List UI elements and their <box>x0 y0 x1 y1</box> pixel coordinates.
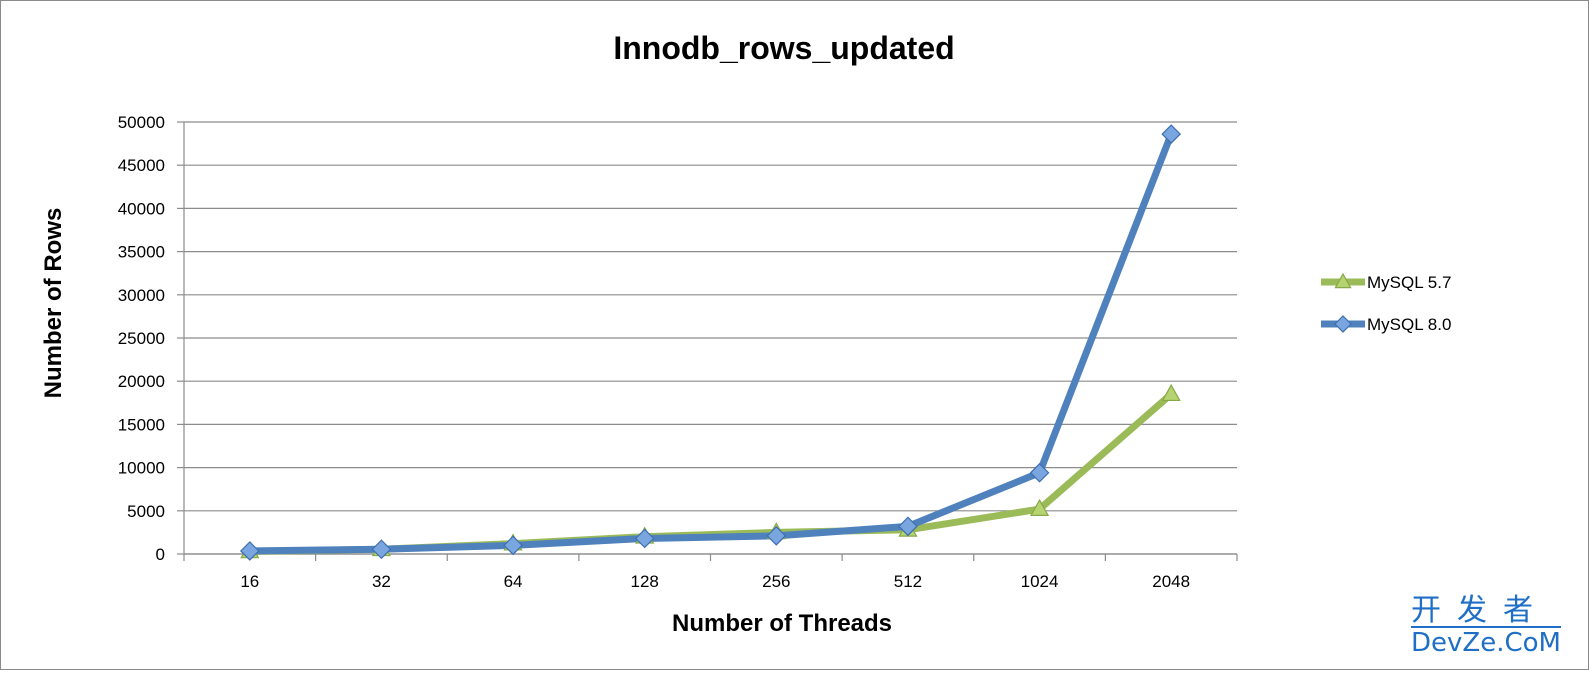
y-tick-label: 45000 <box>118 156 165 175</box>
y-tick-label: 30000 <box>118 286 165 305</box>
x-tick-label: 1024 <box>1021 572 1059 591</box>
data-point-diamond <box>636 529 654 547</box>
watermark-latin: DevZe.CoM <box>1411 626 1561 656</box>
legend-label: MySQL 8.0 <box>1367 315 1451 334</box>
x-tick-label: 128 <box>631 572 659 591</box>
y-tick-label: 15000 <box>118 415 165 434</box>
y-tick-label: 5000 <box>127 502 165 521</box>
y-tick-label: 40000 <box>118 199 165 218</box>
series-line-2 <box>250 134 1171 551</box>
y-tick-label: 25000 <box>118 329 165 348</box>
y-tick-label: 10000 <box>118 459 165 478</box>
legend-label: MySQL 5.7 <box>1367 273 1451 292</box>
axes <box>177 122 1237 561</box>
x-tick-label: 512 <box>894 572 922 591</box>
data-point-diamond <box>504 536 522 554</box>
x-tick-label: 16 <box>240 572 259 591</box>
x-axis-label: Number of Threads <box>672 610 892 637</box>
series-markers <box>241 125 1180 560</box>
y-tick-labels: 0 5000 10000 15000 20000 25000 30000 35000 40000… <box>118 113 165 564</box>
x-tick-labels: 16 32 64 128 256 512 1024 2048 <box>240 572 1190 591</box>
legend: MySQL 5.7 MySQL 8.0 <box>1321 273 1451 334</box>
x-tick-label: 256 <box>762 572 790 591</box>
y-axis-label: Number of Rows <box>40 208 67 399</box>
series-lines <box>250 134 1171 551</box>
x-tick-label: 32 <box>372 572 391 591</box>
y-tick-label: 35000 <box>118 243 165 262</box>
watermark-logo: 开发者 DevZe.CoM <box>1411 596 1561 656</box>
chart-title: Innodb_rows_updated <box>613 30 954 66</box>
x-tick-label: 2048 <box>1152 572 1190 591</box>
y-tick-label: 20000 <box>118 372 165 391</box>
y-tick-label: 0 <box>156 545 165 564</box>
watermark-chinese: 开发者 <box>1411 596 1561 626</box>
legend-marker-diamond <box>1335 316 1351 332</box>
gridlines <box>184 122 1237 554</box>
data-point-triangle <box>1163 385 1180 400</box>
x-tick-label: 64 <box>504 572 523 591</box>
data-point-diamond <box>1162 125 1180 143</box>
y-tick-label: 50000 <box>118 113 165 132</box>
